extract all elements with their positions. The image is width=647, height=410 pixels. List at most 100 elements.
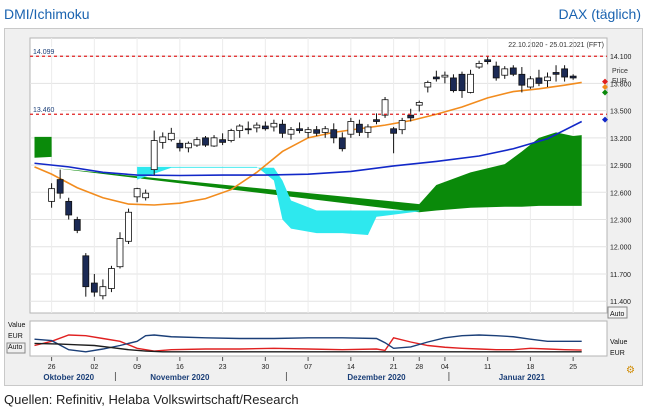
x-tick-label-8: 21 xyxy=(390,364,398,371)
reference-label-bg-1 xyxy=(31,105,61,114)
month-label-0: Oktober 2020 xyxy=(43,373,94,382)
candle-body-14 xyxy=(167,132,175,141)
x-tick-label-5: 30 xyxy=(261,364,269,371)
candle-body-60 xyxy=(561,68,568,78)
y-tick-label-5: 12.600 xyxy=(610,190,632,197)
x-tick-label-9: 28 xyxy=(415,364,423,371)
y-tick-label-7: 12.000 xyxy=(610,245,632,252)
candle-body-30 xyxy=(304,129,312,133)
candle-body-12 xyxy=(150,140,158,171)
y-tick-label-8: 11.700 xyxy=(610,272,631,279)
month-label-1: November 2020 xyxy=(150,373,210,382)
candle-body-3 xyxy=(73,219,81,231)
candle-body-33 xyxy=(330,129,338,139)
candle-body-21 xyxy=(227,130,235,141)
candle-body-35 xyxy=(347,121,355,135)
candle-body-27 xyxy=(279,123,286,134)
candle-body-7 xyxy=(108,268,115,289)
candle-body-47 xyxy=(450,77,457,92)
dmi-left-label-1: EUR xyxy=(8,333,23,340)
dmi-line-2 xyxy=(34,342,582,353)
candle-body-48 xyxy=(458,73,466,92)
candle-body-59 xyxy=(552,72,560,75)
month-label-3: Januar 2021 xyxy=(499,373,546,382)
candle-body-15 xyxy=(176,142,184,149)
candle-body-39 xyxy=(381,99,389,116)
source-note: Quellen: Refinitiv, Helaba Volkswirtscha… xyxy=(4,392,299,407)
candle-body-46 xyxy=(441,74,449,78)
candle-body-37 xyxy=(364,126,372,133)
chart-canvas: 22.10.2020 - 25.01.2021 (FFT) Price EUR … xyxy=(6,37,635,382)
price-axis-title: Price xyxy=(612,68,628,75)
dmi-line-1 xyxy=(34,334,582,353)
reference-label-0: 14.099 xyxy=(33,49,55,56)
candle-body-16 xyxy=(184,142,192,149)
candle-body-24 xyxy=(253,124,261,129)
dmi-line-0 xyxy=(34,334,582,352)
y-tick-label-0: 14.100 xyxy=(610,54,632,61)
axis-marker-0 xyxy=(602,78,608,85)
auto-scale-button[interactable] xyxy=(607,306,628,319)
candle-body-29 xyxy=(296,128,303,131)
candle-body-58 xyxy=(544,76,551,82)
candle-body-19 xyxy=(210,137,218,147)
candle-body-36 xyxy=(355,123,363,133)
candle-body-38 xyxy=(373,119,380,122)
candle-body-1 xyxy=(56,179,64,194)
axis-marker-1 xyxy=(602,84,608,91)
x-tick-label-6: 07 xyxy=(304,364,312,371)
candle-body-26 xyxy=(270,122,278,128)
dmi-left-label-0: Value xyxy=(8,322,25,329)
candle-body-20 xyxy=(219,139,227,143)
price-line-0 xyxy=(34,81,582,206)
candle-body-49 xyxy=(467,73,474,93)
candle-body-8 xyxy=(116,238,124,268)
index-title: DAX (täglich) xyxy=(558,6,641,22)
dmi-auto-button[interactable] xyxy=(6,342,26,354)
candle-body-10 xyxy=(133,188,141,198)
x-tick-label-4: 23 xyxy=(219,364,227,371)
candle-body-53 xyxy=(501,68,509,76)
axis-marker-3 xyxy=(602,116,608,123)
candle-body-52 xyxy=(492,65,500,79)
candle-body-51 xyxy=(484,59,492,62)
candle-body-54 xyxy=(509,67,517,75)
cloud-bearish xyxy=(137,166,420,235)
x-tick-label-10: 04 xyxy=(441,364,449,371)
candle-body-13 xyxy=(159,136,167,143)
y-tick-label-2: 13.500 xyxy=(610,109,632,116)
x-tick-label-13: 25 xyxy=(569,364,577,371)
candle-body-41 xyxy=(398,120,406,131)
dmi-plot-area xyxy=(29,320,608,357)
dmi-right-label-1: EUR xyxy=(610,350,625,357)
candle-body-18 xyxy=(202,137,209,146)
x-tick-label-3: 16 xyxy=(176,364,184,371)
y-tick-label-4: 12.900 xyxy=(610,163,632,170)
candle-body-50 xyxy=(475,63,483,68)
candle-body-2 xyxy=(65,200,73,216)
candle-body-5 xyxy=(90,282,98,293)
chart-title: DMI/Ichimoku xyxy=(4,6,90,22)
chart-export-icon[interactable]: ⚙ xyxy=(626,365,635,376)
candle-body-22 xyxy=(236,125,244,131)
x-tick-label-1: 02 xyxy=(90,364,98,371)
candle-body-57 xyxy=(535,77,543,84)
candle-body-9 xyxy=(125,211,132,242)
candle-body-23 xyxy=(244,128,252,131)
axis-marker-2 xyxy=(602,89,608,96)
candle-body-34 xyxy=(338,137,346,150)
candle-body-4 xyxy=(82,255,90,288)
x-tick-label-12: 18 xyxy=(527,364,535,371)
y-tick-label-9: 11.400 xyxy=(610,299,631,306)
candle-body-43 xyxy=(415,102,423,106)
candle-body-31 xyxy=(313,129,321,134)
candle-body-6 xyxy=(99,286,107,297)
candle-body-61 xyxy=(569,75,577,79)
candle-body-32 xyxy=(321,128,329,133)
candle-body-55 xyxy=(518,73,526,86)
candle-body-25 xyxy=(261,125,269,130)
candle-body-45 xyxy=(432,76,440,80)
candle-body-40 xyxy=(390,128,398,134)
y-tick-label-1: 13.800 xyxy=(610,81,632,88)
candle-body-42 xyxy=(407,114,415,119)
